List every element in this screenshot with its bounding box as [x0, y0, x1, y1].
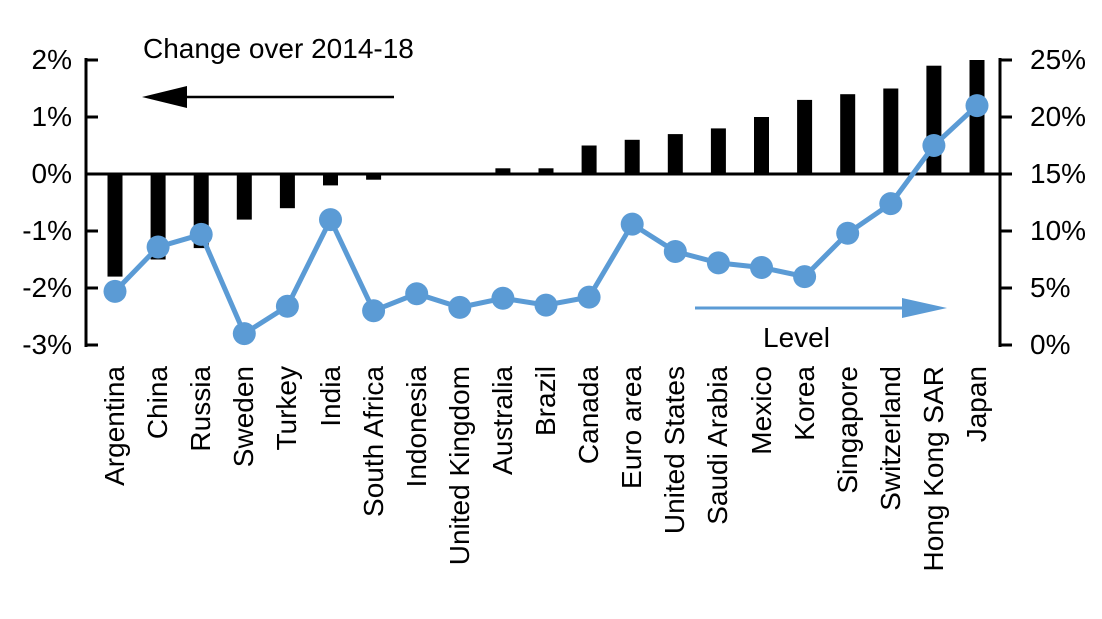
right-axis-tick-label: 10%: [1030, 215, 1087, 246]
x-axis-label-indonesia: Indonesia: [400, 366, 432, 488]
x-axis-label-korea: Korea: [788, 366, 820, 441]
bar-brazil: [538, 168, 554, 174]
dot-singapore: [836, 221, 860, 245]
right-axis-tick-label: 0%: [1030, 329, 1071, 360]
x-axis-label-canada: Canada: [573, 366, 605, 465]
bar-south-africa: [366, 174, 382, 180]
right-axis-tick-label: 5%: [1030, 272, 1071, 303]
dot-japan: [965, 94, 989, 118]
x-axis-label-hong-kong-sar: Hong Kong SAR: [917, 366, 949, 572]
dot-indonesia: [405, 282, 429, 306]
dot-argentina: [103, 279, 127, 303]
dot-brazil: [534, 293, 558, 317]
left-axis-tick-label: 1%: [31, 101, 72, 132]
bar-mexico: [754, 117, 769, 174]
bar-india: [323, 174, 338, 186]
x-axis-label-switzerland: Switzerland: [874, 366, 906, 511]
bar-series-title: Change over 2014-18: [143, 33, 414, 64]
x-axis-label-india: India: [314, 366, 346, 427]
x-axis-label-mexico: Mexico: [745, 366, 777, 455]
dot-australia: [491, 286, 515, 310]
x-axis-label-brazil: Brazil: [530, 366, 561, 437]
x-axis-label-australia: Australia: [486, 366, 518, 475]
right-axis-tick-label: 15%: [1030, 158, 1087, 189]
dot-india: [319, 208, 342, 232]
bar-argentina: [107, 174, 123, 277]
x-axis-label-japan: Japan: [961, 366, 992, 443]
level-arrow-head: [902, 298, 947, 318]
dot-united-states: [663, 240, 687, 264]
x-axis-label-united-kingdom: United Kingdom: [443, 366, 475, 566]
x-axis-label-china: China: [142, 366, 174, 440]
dot-canada: [577, 285, 601, 309]
dot-switzerland: [879, 192, 903, 216]
bar-switzerland: [883, 88, 899, 174]
bar-turkey: [279, 174, 295, 209]
change-arrow-head: [142, 86, 187, 108]
x-axis-label-south-africa: South Africa: [357, 366, 389, 517]
x-axis-label-turkey: Turkey: [271, 366, 303, 451]
dot-mexico: [750, 255, 773, 279]
x-axis-label-singapore: Singapore: [831, 366, 863, 494]
bar-australia: [495, 168, 511, 174]
dot-china: [146, 235, 170, 259]
left-axis-tick-label: -1%: [22, 215, 72, 246]
dot-united-kingdom: [448, 295, 472, 319]
left-axis-tick-label: -3%: [22, 329, 72, 360]
bar-united-states: [667, 134, 683, 174]
line-series-label: Level: [763, 322, 830, 353]
bar-korea: [797, 99, 813, 174]
bar-euro-area: [624, 139, 640, 174]
bar-canada: [581, 145, 597, 174]
x-axis-label-russia: Russia: [185, 366, 217, 452]
left-axis-tick-label: -2%: [22, 272, 72, 303]
x-axis-label-saudi-arabia: Saudi Arabia: [702, 366, 734, 525]
dot-saudi-arabia: [706, 251, 730, 275]
x-axis-label-euro-area: Euro area: [616, 366, 648, 489]
x-axis-label-argentina: Argentina: [99, 366, 130, 486]
bar-sweden: [236, 174, 252, 220]
left-axis-tick-label: 2%: [31, 44, 72, 75]
left-axis-tick-label: 0%: [31, 158, 72, 189]
dot-russia: [189, 222, 213, 246]
dot-hong-kong-sar: [922, 134, 946, 157]
dot-euro-area: [620, 212, 644, 236]
dot-south-africa: [362, 299, 386, 323]
x-axis-label-united-states: United States: [659, 366, 691, 535]
bar-hong-kong-sar: [926, 65, 942, 174]
dot-turkey: [275, 294, 299, 318]
dot-korea: [793, 265, 817, 289]
right-axis-tick-label: 20%: [1030, 101, 1087, 132]
bar-saudi-arabia: [710, 128, 726, 174]
dot-sweden: [232, 322, 256, 346]
right-axis-tick-label: 25%: [1030, 44, 1087, 75]
bar-singapore: [840, 94, 856, 174]
x-axis-label-sweden: Sweden: [228, 366, 260, 468]
